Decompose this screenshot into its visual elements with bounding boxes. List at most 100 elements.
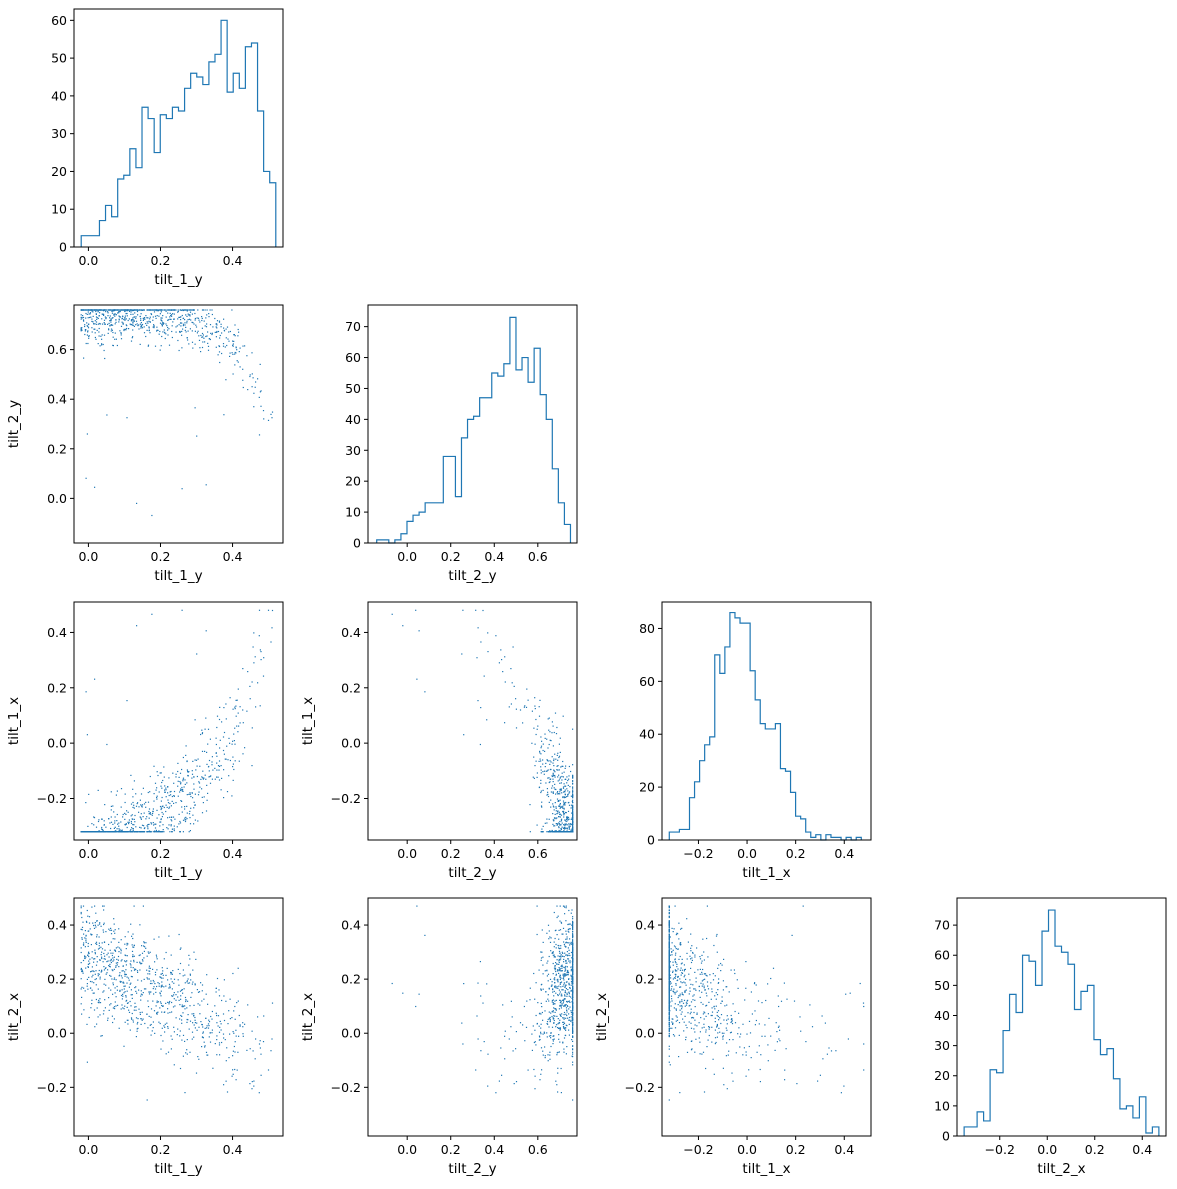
scatter-point	[158, 985, 160, 987]
scatter-point	[563, 803, 565, 805]
scatter-point	[691, 1016, 694, 1019]
scatter-point	[567, 795, 569, 797]
scatter-point	[112, 324, 114, 326]
scatter-point	[237, 967, 239, 969]
scatter-point	[553, 787, 555, 789]
scatter-point	[199, 1004, 201, 1006]
scatter-tilt_1_x-vs-tilt_2_y-points	[391, 609, 574, 833]
scatter-point	[500, 649, 502, 651]
scatter-point	[189, 328, 191, 330]
scatter-point	[540, 831, 542, 833]
scatter-point	[206, 1025, 208, 1027]
scatter-point	[242, 753, 244, 755]
scatter-point	[119, 316, 122, 318]
scatter-point	[114, 932, 116, 934]
scatter-point	[169, 987, 171, 989]
scatter-point	[173, 802, 175, 804]
scatter-point	[558, 816, 560, 818]
scatter-point	[559, 929, 562, 931]
scatter-point	[216, 1022, 218, 1024]
scatter-point	[118, 830, 120, 832]
scatter-point	[124, 991, 126, 993]
scatter-point	[570, 823, 572, 826]
scatter-point	[184, 309, 187, 311]
scatter-point	[127, 821, 129, 823]
scatter-point	[131, 1018, 133, 1020]
scatter-point	[110, 821, 113, 823]
scatter-point	[192, 1022, 194, 1024]
scatter-point	[161, 967, 163, 969]
scatter-point	[554, 776, 556, 778]
scatter-point	[568, 978, 570, 980]
scatter-point	[188, 982, 191, 984]
scatter-point	[179, 990, 182, 992]
scatter-point	[180, 800, 182, 802]
scatter-point	[167, 817, 169, 819]
scatter-point	[153, 327, 155, 329]
scatter-point	[135, 320, 138, 322]
scatter-point	[104, 357, 106, 360]
scatter-point	[681, 972, 684, 974]
scatter-point	[737, 987, 739, 989]
scatter-point	[542, 743, 544, 745]
scatter-point	[560, 766, 562, 768]
scatter-point	[224, 346, 226, 348]
scatter-point	[173, 1026, 175, 1028]
scatter-point	[221, 352, 223, 355]
scatter-point	[263, 657, 265, 659]
scatter-point	[195, 769, 197, 771]
scatter-point	[545, 762, 547, 764]
scatter-point	[217, 765, 220, 767]
y-tick-label: 20	[51, 164, 67, 179]
scatter-point	[557, 810, 559, 812]
scatter-point	[554, 982, 556, 984]
scatter-point	[257, 682, 259, 684]
scatter-point	[158, 315, 160, 317]
scatter-point	[130, 820, 132, 823]
scatter-point	[161, 787, 163, 789]
scatter-point	[97, 973, 99, 975]
scatter-point	[231, 309, 233, 311]
scatter-point	[232, 1069, 234, 1071]
scatter-point	[565, 823, 567, 825]
scatter-point	[559, 983, 561, 985]
scatter-point	[107, 969, 109, 971]
scatter-point	[552, 831, 554, 833]
scatter-point	[139, 831, 141, 833]
scatter-point	[511, 682, 513, 684]
scatter-point	[572, 1017, 574, 1019]
scatter-point	[552, 725, 554, 727]
scatter-point	[671, 942, 673, 944]
scatter-point	[126, 1002, 129, 1004]
scatter-point	[165, 1002, 167, 1004]
scatter-point	[181, 806, 183, 808]
scatter-point	[502, 1004, 504, 1006]
scatter-point	[535, 1014, 537, 1017]
scatter-point	[125, 948, 127, 950]
scatter-point	[97, 1016, 99, 1018]
scatter-point	[549, 763, 551, 765]
scatter-point	[105, 318, 107, 320]
scatter-point	[170, 790, 172, 793]
scatter-point	[560, 789, 562, 791]
scatter-point	[125, 313, 127, 315]
scatter-point	[95, 926, 97, 928]
scatter-point	[148, 327, 150, 329]
scatter-point	[539, 699, 541, 701]
scatter-point	[112, 344, 114, 346]
scatter-point	[171, 831, 173, 833]
scatter-point	[523, 1005, 525, 1008]
scatter-point	[146, 329, 148, 331]
scatter-point	[677, 975, 679, 978]
y-tick-label: 50	[51, 51, 67, 66]
scatter-point	[132, 796, 134, 798]
scatter-point	[163, 329, 165, 331]
scatter-point	[557, 915, 559, 917]
scatter-point	[173, 830, 175, 832]
scatter-point	[563, 802, 565, 804]
scatter-point	[167, 979, 169, 981]
scatter-point	[129, 1000, 131, 1003]
scatter-point	[569, 938, 571, 940]
scatter-point	[84, 946, 86, 948]
